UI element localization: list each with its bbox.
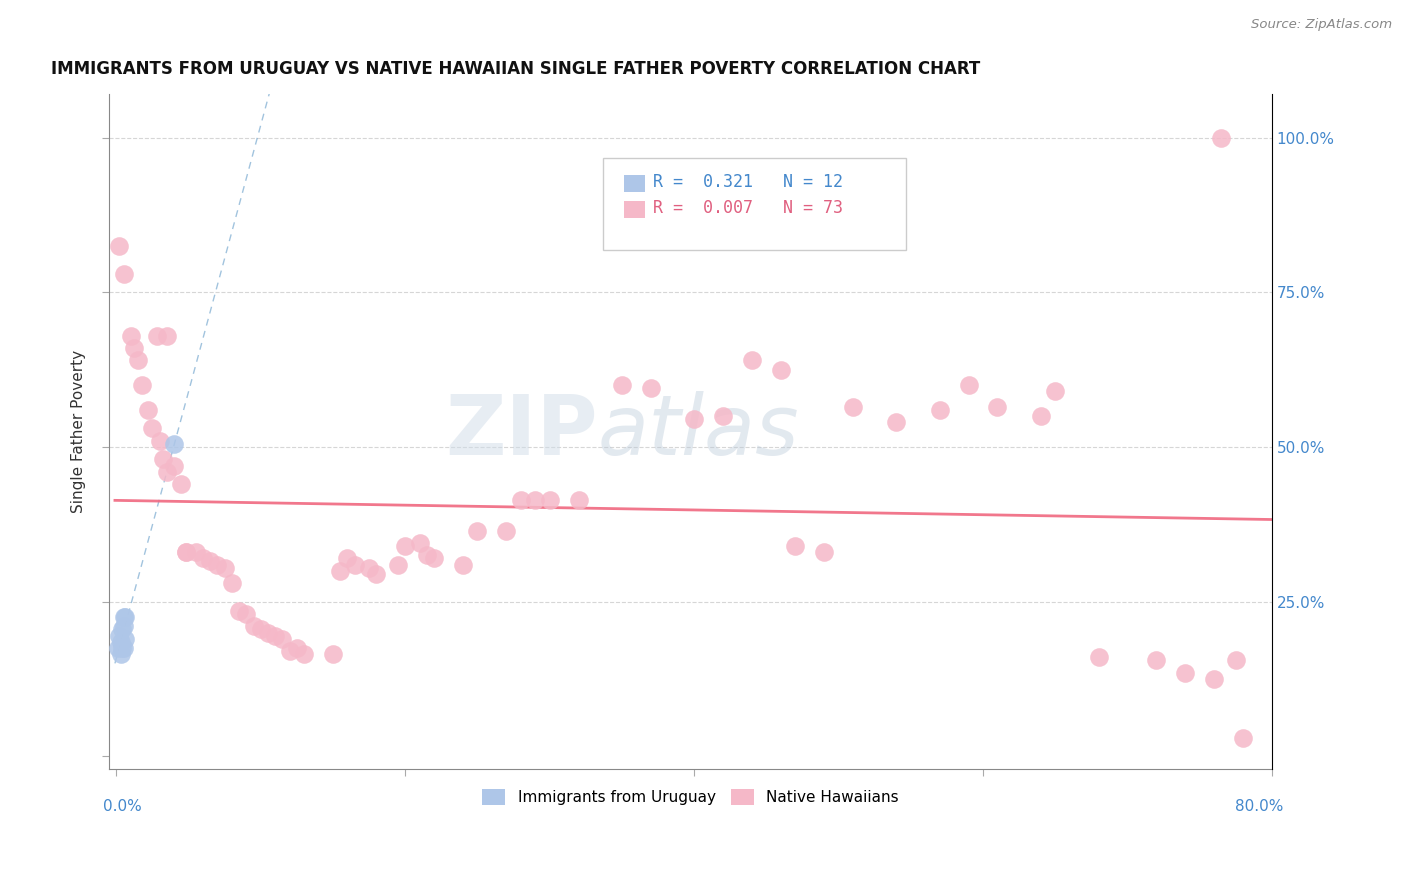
- Point: [136, 403, 159, 417]
- Point: [467, 524, 489, 538]
- Point: [1232, 731, 1254, 745]
- Point: [170, 477, 193, 491]
- Point: [242, 619, 264, 633]
- Point: [149, 434, 172, 448]
- Point: [120, 328, 142, 343]
- Point: [842, 400, 865, 414]
- Point: [110, 647, 132, 661]
- Point: [329, 564, 352, 578]
- Point: [107, 640, 129, 655]
- Point: [174, 545, 197, 559]
- Point: [416, 548, 439, 562]
- Point: [1144, 653, 1167, 667]
- Point: [1045, 384, 1067, 399]
- Point: [108, 239, 131, 253]
- Point: [1087, 650, 1109, 665]
- Point: [387, 558, 409, 572]
- Point: [141, 421, 163, 435]
- Point: [1174, 665, 1197, 680]
- Point: [127, 353, 149, 368]
- Text: ZIP: ZIP: [446, 391, 598, 472]
- Text: IMMIGRANTS FROM URUGUAY VS NATIVE HAWAIIAN SINGLE FATHER POVERTY CORRELATION CHA: IMMIGRANTS FROM URUGUAY VS NATIVE HAWAII…: [51, 60, 980, 78]
- Point: [207, 558, 229, 572]
- Point: [191, 551, 214, 566]
- Text: 0.0%: 0.0%: [104, 799, 142, 814]
- Point: [336, 551, 359, 566]
- Point: [110, 635, 132, 649]
- Text: R =  0.007   N = 73: R = 0.007 N = 73: [654, 199, 844, 217]
- Point: [250, 623, 273, 637]
- Text: R =  0.321   N = 12: R = 0.321 N = 12: [654, 173, 844, 191]
- Point: [524, 492, 547, 507]
- Point: [1225, 653, 1247, 667]
- Point: [184, 545, 207, 559]
- Point: [221, 576, 243, 591]
- Point: [131, 378, 153, 392]
- Point: [112, 619, 135, 633]
- Point: [683, 412, 706, 426]
- Point: [741, 353, 763, 368]
- Text: Source: ZipAtlas.com: Source: ZipAtlas.com: [1251, 18, 1392, 31]
- Point: [568, 492, 591, 507]
- Point: [163, 458, 186, 473]
- Point: [228, 604, 250, 618]
- Point: [1204, 672, 1226, 686]
- Point: [813, 545, 835, 559]
- Point: [495, 524, 517, 538]
- Point: [114, 610, 136, 624]
- Point: [111, 623, 134, 637]
- Point: [235, 607, 257, 621]
- Point: [122, 341, 145, 355]
- Point: [769, 362, 792, 376]
- Point: [359, 560, 381, 574]
- Point: [112, 267, 135, 281]
- Point: [292, 647, 315, 661]
- Point: [174, 545, 197, 559]
- Point: [271, 632, 294, 646]
- Point: [394, 539, 416, 553]
- Y-axis label: Single Father Poverty: Single Father Poverty: [72, 350, 86, 513]
- Point: [538, 492, 561, 507]
- Point: [200, 554, 222, 568]
- Point: [114, 632, 136, 646]
- Bar: [624, 176, 645, 192]
- Point: [785, 539, 807, 553]
- Point: [152, 452, 174, 467]
- Point: [640, 381, 662, 395]
- Point: [423, 551, 446, 566]
- Legend: Immigrants from Uruguay, Native Hawaiians: Immigrants from Uruguay, Native Hawaiian…: [477, 783, 904, 812]
- Point: [451, 558, 474, 572]
- Point: [264, 629, 287, 643]
- Point: [343, 558, 366, 572]
- Point: [146, 328, 169, 343]
- FancyBboxPatch shape: [603, 159, 905, 250]
- Point: [156, 328, 179, 343]
- Bar: [624, 201, 645, 218]
- Point: [610, 378, 633, 392]
- Point: [112, 640, 135, 655]
- Point: [163, 437, 186, 451]
- Point: [112, 610, 135, 624]
- Point: [285, 640, 308, 655]
- Point: [986, 400, 1008, 414]
- Point: [156, 465, 179, 479]
- Point: [214, 560, 236, 574]
- Point: [1029, 409, 1052, 423]
- Text: 80.0%: 80.0%: [1234, 799, 1284, 814]
- Point: [257, 625, 280, 640]
- Point: [409, 536, 432, 550]
- Point: [322, 647, 344, 661]
- Point: [366, 566, 388, 581]
- Point: [108, 629, 131, 643]
- Point: [886, 415, 908, 429]
- Point: [711, 409, 734, 423]
- Point: [509, 492, 531, 507]
- Text: atlas: atlas: [598, 391, 799, 472]
- Point: [278, 644, 301, 658]
- Point: [1211, 130, 1233, 145]
- Point: [957, 378, 980, 392]
- Point: [928, 403, 950, 417]
- Point: [111, 640, 134, 655]
